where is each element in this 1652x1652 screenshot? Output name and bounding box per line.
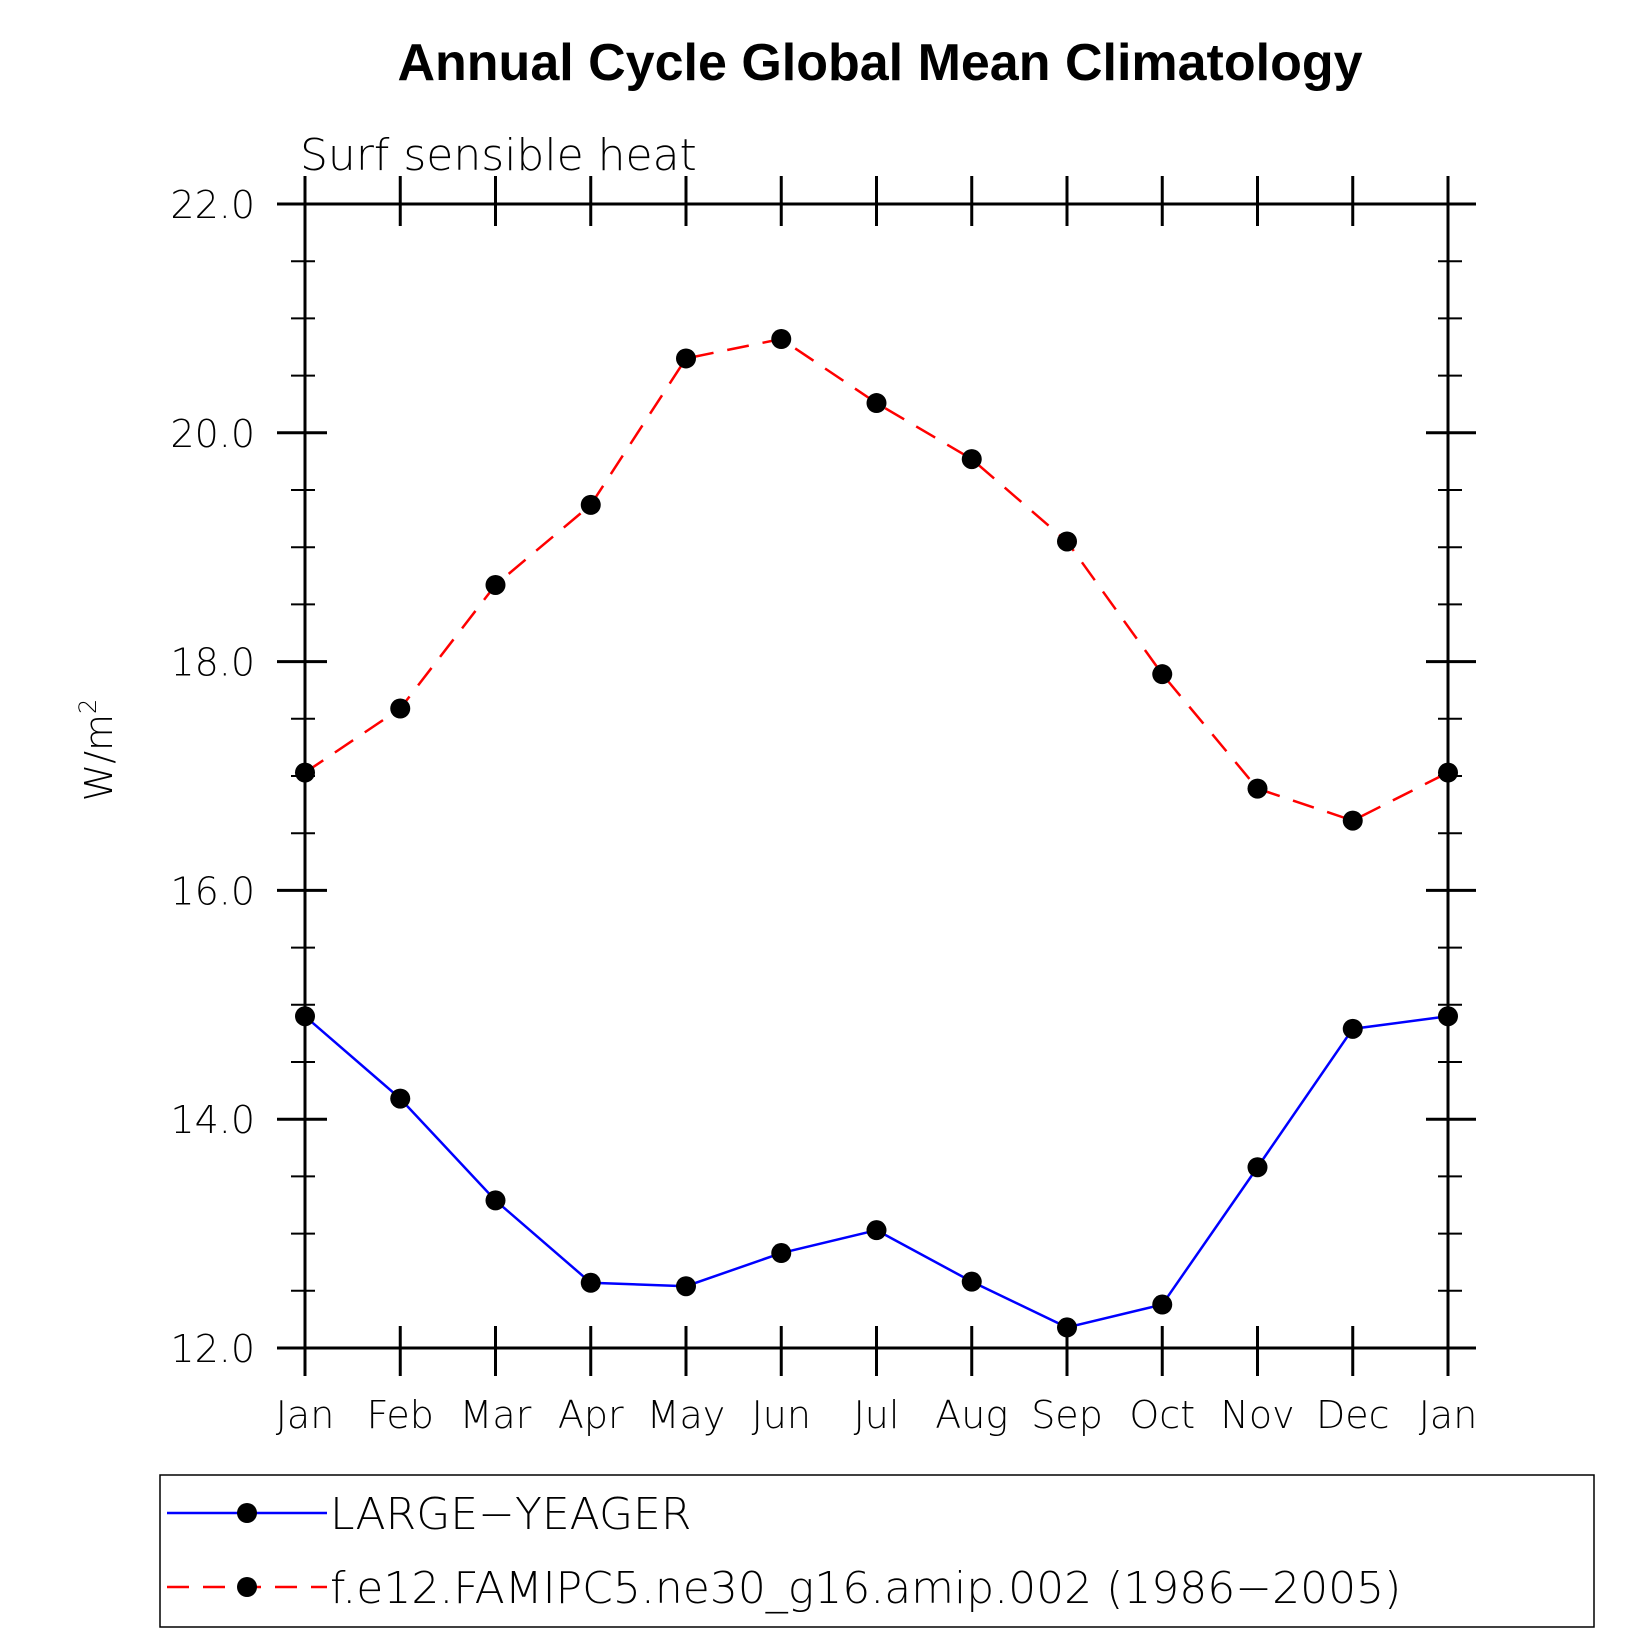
y-tick-label: 14.0	[170, 1098, 255, 1142]
series-layer	[295, 328, 1458, 1338]
plot-frame	[303, 202, 1450, 1350]
x-tick-label: Aug	[935, 1393, 1008, 1437]
x-tick-label: Oct	[1129, 1393, 1195, 1437]
x-tick-label: Sep	[1031, 1393, 1103, 1437]
series-1-point	[580, 494, 601, 515]
y-tick-labels: 12.0 14.0 16.0 18.0 20.0 22.0	[170, 183, 255, 1371]
series-0-point	[1152, 1294, 1173, 1315]
y-tick-label: 18.0	[170, 641, 255, 685]
y-tick-label: 16.0	[170, 869, 255, 913]
series-0-point	[1247, 1157, 1268, 1178]
legend-marker-1	[237, 1577, 257, 1597]
legend-label-1: f.e12.FAMIPC5.ne30_g16.amip.002 (1986−20…	[330, 1563, 1401, 1614]
series-1-point	[390, 698, 411, 719]
series-0-point	[1342, 1018, 1363, 1039]
series-1-point	[295, 762, 315, 783]
y-tick-label: 20.0	[170, 412, 255, 456]
x-tick-label: Nov	[1220, 1393, 1294, 1437]
x-tick-label: Mar	[460, 1393, 532, 1437]
series-0-point	[676, 1276, 696, 1297]
x-tick-label: May	[647, 1393, 726, 1437]
series-1-point	[961, 449, 982, 470]
x-tick-label: Jan	[1419, 1393, 1478, 1437]
chart-title: Annual Cycle Global Mean Climatology	[397, 34, 1362, 92]
series-0-point	[866, 1220, 887, 1241]
y-axis-label: W/m2	[74, 699, 121, 802]
legend-box	[159, 1474, 1595, 1628]
legend-label-0: LARGE−YEAGER	[330, 1489, 691, 1540]
series-0-point	[1438, 1006, 1458, 1027]
x-tick-label: Apr	[558, 1393, 624, 1437]
series-0-point	[580, 1272, 601, 1293]
x-tick-labels: Jan Feb Mar Apr May Jun Jul Aug Sep Oct Nov Dec Jan	[276, 1393, 1478, 1437]
series-1-point	[676, 348, 696, 369]
x-tick-label: Dec	[1316, 1393, 1390, 1437]
series-1-point	[771, 328, 792, 349]
series-1-point	[1438, 762, 1458, 783]
y-tick-label: 12.0	[170, 1327, 255, 1371]
series-1-point	[1152, 664, 1173, 685]
x-tick-label: Feb	[367, 1393, 434, 1437]
chart-subtitle: Surf sensible heat	[300, 130, 697, 181]
legend-entries: LARGE−YEAGER f.e12.FAMIPC5.ne30_g16.amip.…	[167, 1489, 1401, 1614]
series-0-point	[771, 1243, 792, 1264]
series-1-point	[1342, 810, 1363, 831]
axis-ticks	[277, 176, 1476, 1376]
x-tick-label: Jul	[854, 1393, 900, 1437]
y-tick-label: 22.0	[170, 183, 255, 227]
series-1-point	[485, 574, 506, 595]
series-1-point	[1247, 778, 1268, 799]
series-1-point	[1057, 531, 1077, 552]
series-line-0	[304, 1015, 1449, 1329]
series-0-point	[390, 1088, 411, 1109]
series-0-point	[295, 1006, 315, 1027]
series-0-point	[485, 1190, 506, 1211]
legend: LARGE−YEAGER f.e12.FAMIPC5.ne30_g16.amip.…	[159, 1474, 1595, 1628]
x-tick-label: Jan	[276, 1393, 335, 1437]
legend-marker-0	[237, 1503, 257, 1523]
x-tick-label: Jun	[752, 1393, 811, 1437]
series-0-point	[961, 1271, 982, 1292]
plot-axes	[303, 202, 1450, 1350]
series-1-point	[866, 393, 887, 414]
series-0-point	[1057, 1317, 1077, 1338]
